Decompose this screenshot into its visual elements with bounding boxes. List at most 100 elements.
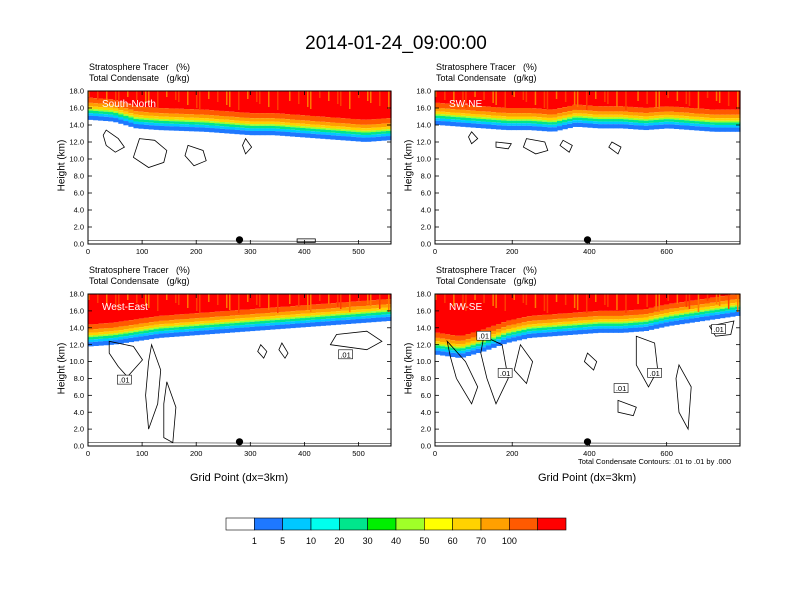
tracer-band [450,340,456,344]
tracer-band [385,316,392,322]
tracer-band [320,116,326,122]
tracer-band [577,320,584,324]
tracer-band [380,129,387,132]
tracer-band [284,91,291,115]
tracer-band [264,325,271,330]
tracer-band [506,91,512,108]
tracer-band [163,320,170,324]
contour-label: .01 [649,369,659,378]
tracer-band [658,106,665,112]
tracer-band [582,322,589,325]
tracer-band [310,317,316,320]
tracer-band [643,113,650,117]
tracer-band [269,130,276,136]
tracer-band [709,109,716,115]
tracer-band [244,322,251,325]
tracer-band [300,130,306,134]
tracer-band [264,320,271,324]
tracer-band [612,117,619,120]
tracer-band [113,108,119,112]
tracer-band [577,312,584,318]
tracer-band [310,133,316,139]
tracer-band [98,98,104,104]
tracer-band [365,137,372,142]
tracer-band [88,91,94,98]
tracer-band [516,123,523,126]
tracer-band [108,104,114,108]
tracer-band [249,118,256,122]
panel-sw-ne: SW-NE0.02.04.06.08.010.012.014.016.018.0… [416,87,741,256]
tracer-band [577,104,584,110]
tracer-band [355,130,362,133]
tracer-band [536,91,543,109]
panel-name: West-East [102,302,148,313]
tracer-band [618,326,624,329]
tracer-band [209,115,215,119]
tracer-band [648,91,655,108]
tracer-streak [388,294,390,312]
tracer-band [729,305,736,308]
tracer-band [602,323,609,327]
tracer-band [370,312,377,316]
y-tick-label: 12.0 [69,138,84,147]
tracer-band [168,320,175,324]
tracer-band [325,316,331,319]
tracer-band [450,343,456,347]
tracer-band [729,127,736,132]
tracer-band [475,121,482,124]
tracer-band [355,134,362,138]
tracer-streak [483,91,485,100]
tracer-band [204,327,210,331]
tracer-band [587,110,594,115]
tracer-band [244,91,251,113]
tracer-band [244,309,251,315]
tracer-band [623,121,629,125]
tracer-band [315,312,321,316]
tracer-band [325,129,331,133]
tracer-band [480,124,487,129]
tracer-band [168,327,175,331]
tracer-band [440,121,446,126]
tracer-band [345,91,352,119]
tracer-band [133,106,140,112]
tracer-band [546,120,553,123]
tracer-band [148,332,155,335]
tracer-streak [238,294,240,313]
tracer-band [709,308,716,311]
tracer-band [653,112,660,116]
tracer-band [133,327,140,331]
y-tick-label: 6.0 [421,189,431,198]
tracer-band [480,114,487,118]
tracer-band [300,127,306,131]
tracer-band [526,324,533,328]
tracer-band [679,91,685,108]
tracer-band [274,121,281,125]
tracer-band [607,328,614,333]
tracer-band [219,91,225,111]
tracer-band [628,122,634,125]
tracer-band [249,309,256,315]
tracer-band [173,123,180,127]
tracer-band [562,328,568,332]
tracer-band [320,125,326,128]
tracer-band [249,324,256,327]
tracer-band [173,329,180,333]
tracer-band [648,323,655,326]
tracer-streak [595,91,597,99]
tracer-band [128,320,135,326]
x-tick-label: 300 [244,247,257,256]
tracer-band [490,115,497,119]
tracer-band [325,321,331,326]
tracer-band [264,130,271,136]
tracer-band [633,107,639,113]
tracer-band [724,91,731,110]
tracer-band [551,314,558,320]
tracer-band [592,111,599,115]
tracer-band [138,294,145,319]
tracer-band [557,119,563,121]
tracer-band [183,313,190,320]
tracer-band [239,318,246,321]
tracer-band [541,126,548,132]
tracer-band [199,328,205,331]
tracer-band [320,129,326,133]
